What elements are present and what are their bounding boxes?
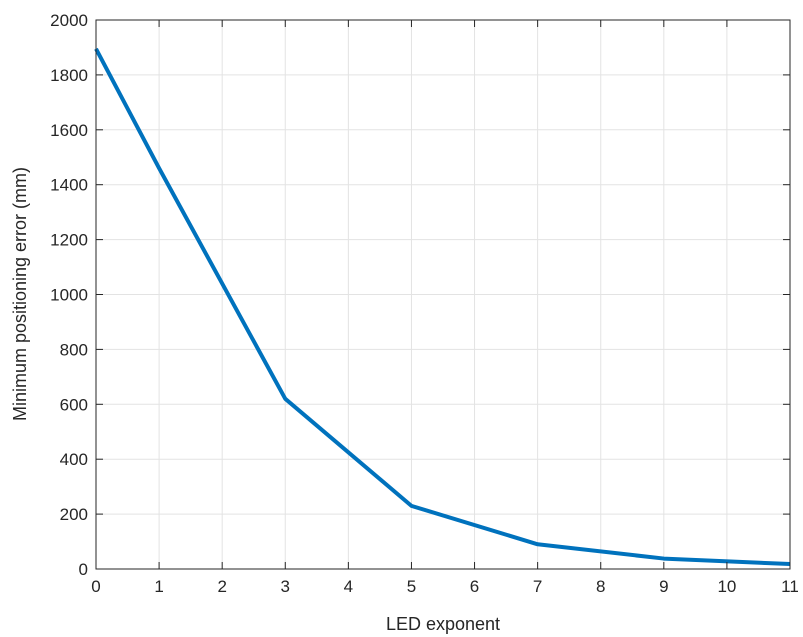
x-tick-label: 10	[717, 577, 736, 596]
y-axis-label: Minimum positioning error (mm)	[10, 167, 30, 421]
y-tick-label: 1600	[50, 121, 88, 140]
y-tick-label: 1000	[50, 286, 88, 305]
x-tick-label: 4	[344, 577, 353, 596]
series-line	[94, 47, 791, 567]
x-tick-label: 5	[407, 577, 416, 596]
y-tick-label: 0	[79, 560, 88, 579]
x-tick-label: 11	[781, 577, 799, 596]
x-tick-label: 8	[596, 577, 605, 596]
y-tick-label: 1200	[50, 231, 88, 250]
y-tick-label: 200	[60, 505, 88, 524]
x-axis-ticks: 0 1 2 3 4 5 6 7 8 9 10 11	[91, 20, 799, 596]
x-tick-label: 3	[281, 577, 290, 596]
x-tick-label: 9	[659, 577, 668, 596]
y-tick-label: 1400	[50, 176, 88, 195]
x-tick-label: 2	[217, 577, 226, 596]
x-tick-label: 7	[533, 577, 542, 596]
y-tick-label: 2000	[50, 11, 88, 30]
grid	[95, 19, 791, 570]
y-tick-label: 600	[60, 395, 88, 414]
y-tick-label: 1800	[50, 66, 88, 85]
series-layer	[94, 47, 791, 567]
x-tick-label: 1	[154, 577, 163, 596]
y-tick-label: 800	[60, 340, 88, 359]
x-tick-label: 0	[91, 577, 100, 596]
x-axis-label: LED exponent	[386, 614, 500, 634]
y-axis-ticks: 0 200 400 600 800 1000 1200 1400 1600 1800 2000	[50, 11, 790, 579]
x-tick-label: 6	[470, 577, 479, 596]
y-tick-label: 400	[60, 450, 88, 469]
